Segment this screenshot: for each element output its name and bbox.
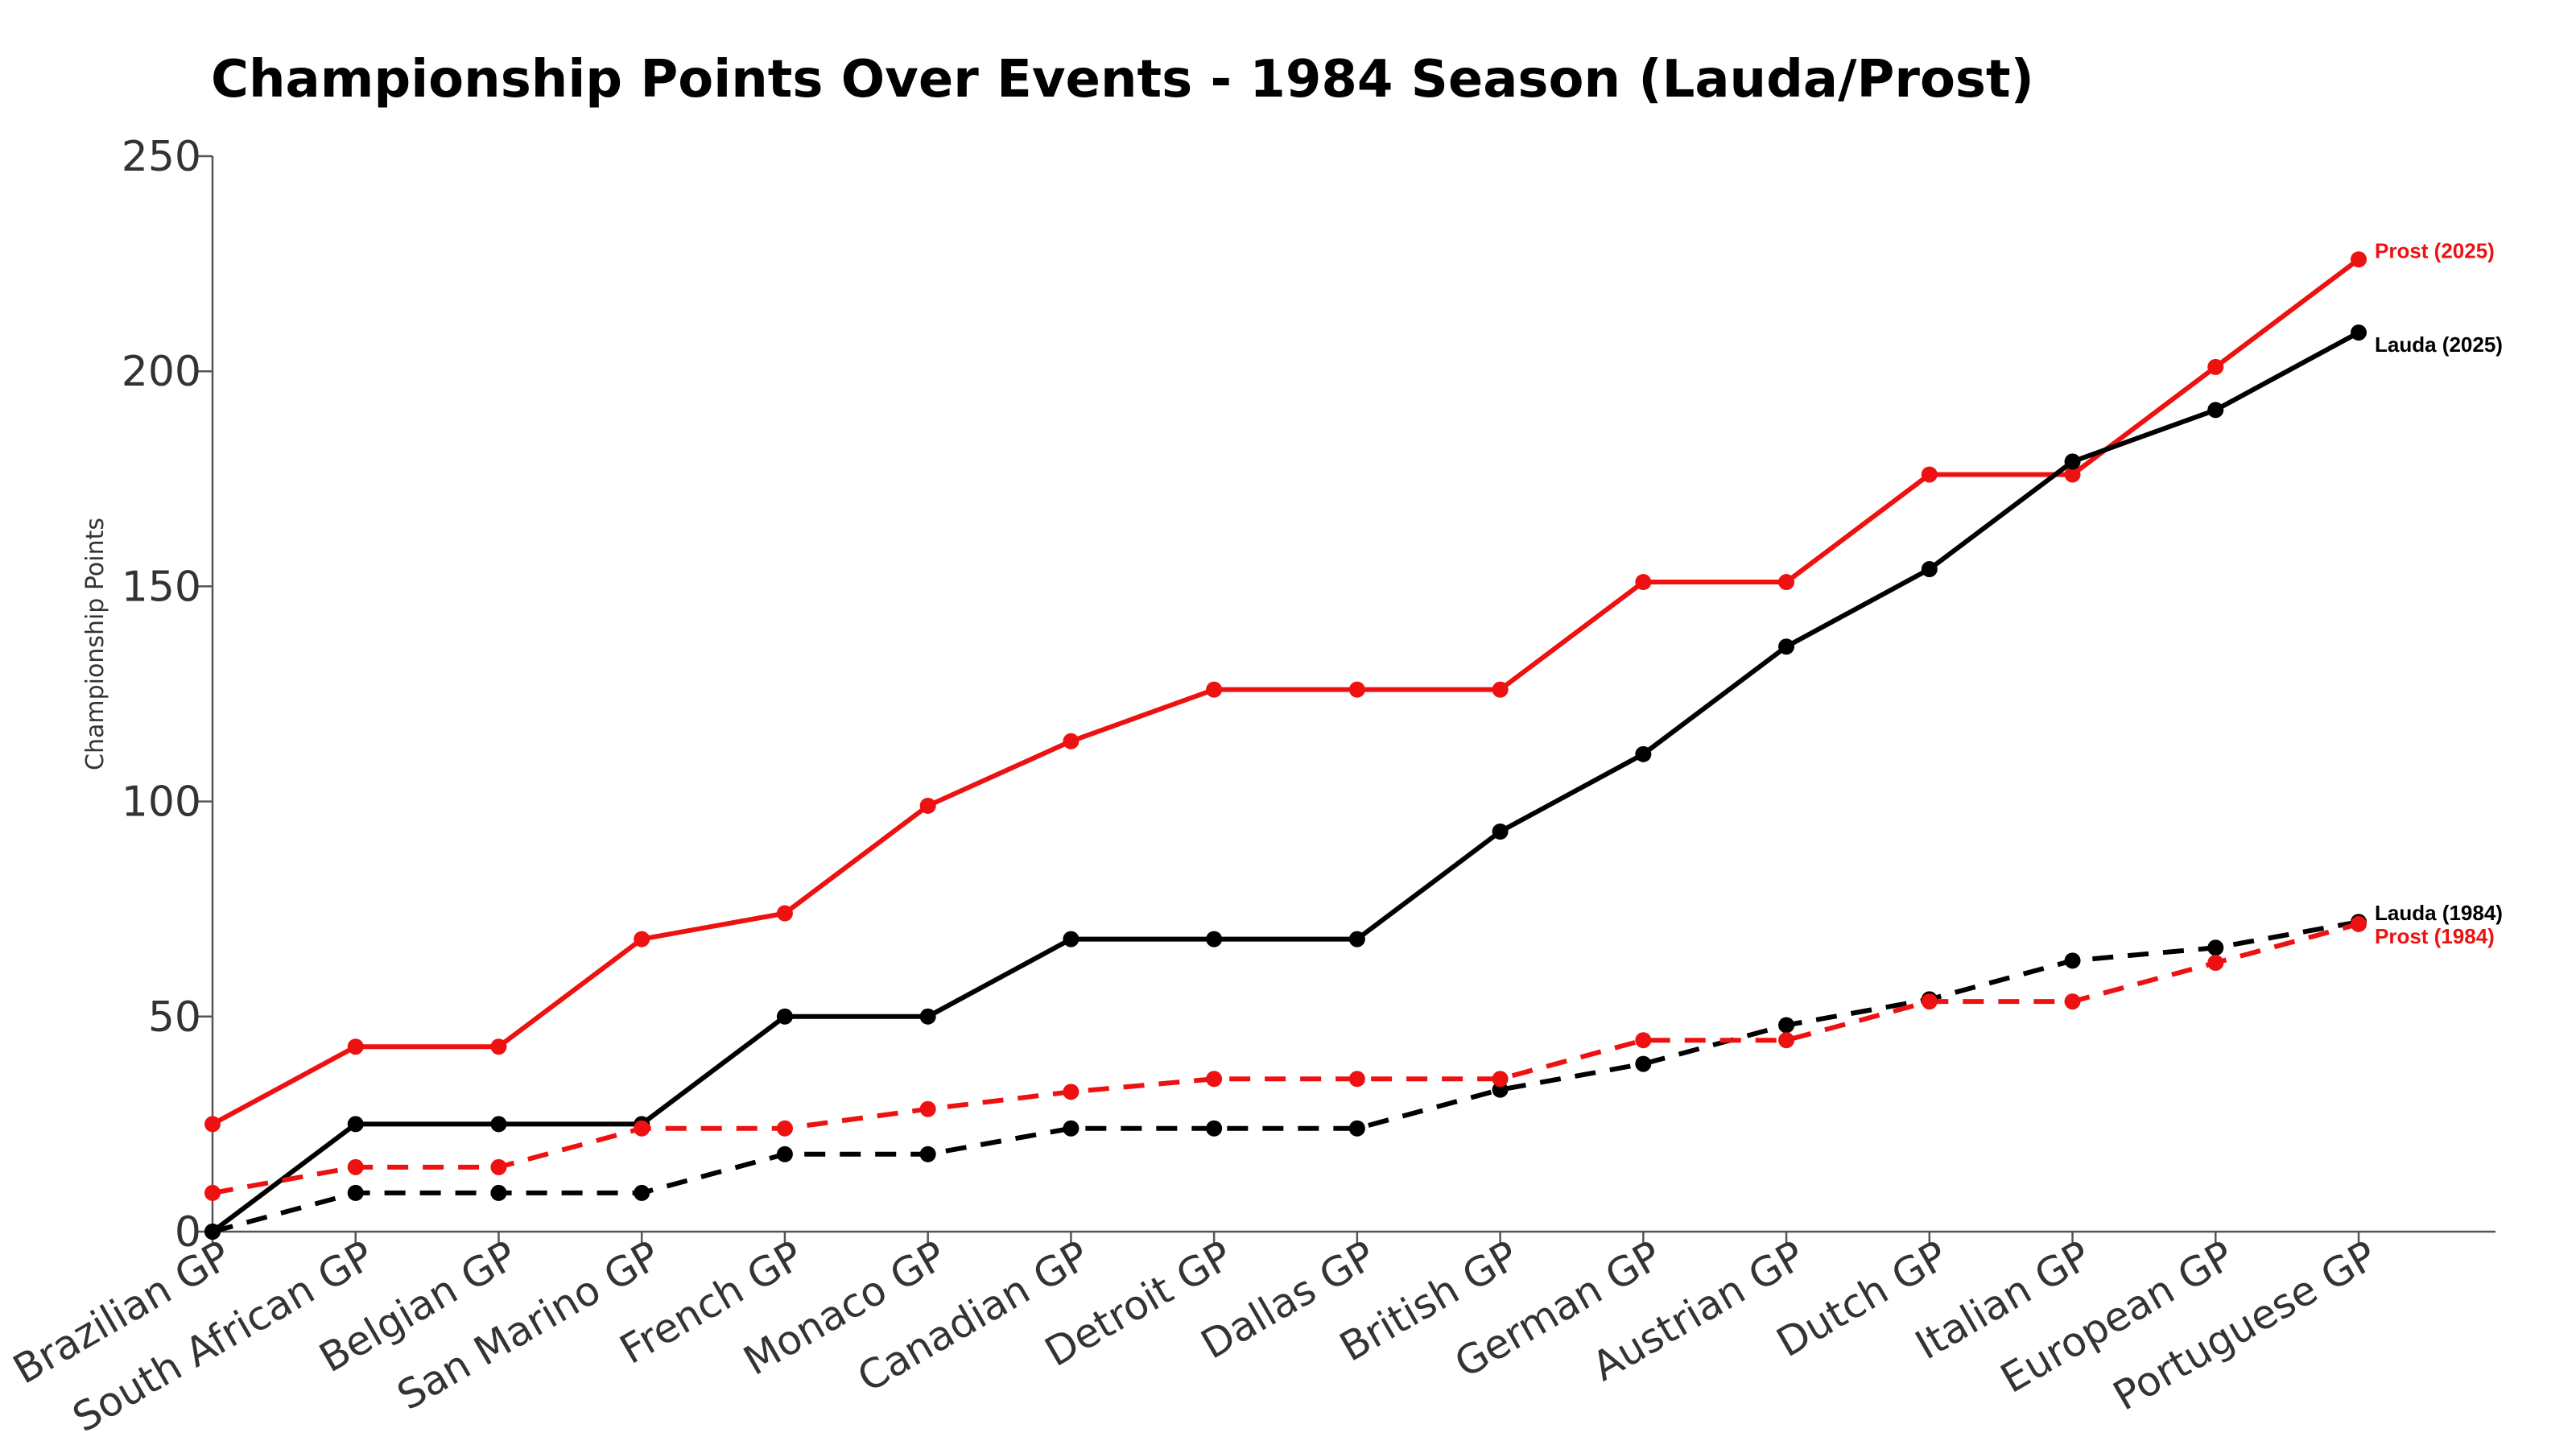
data-point	[776, 1008, 793, 1025]
y-tick-label: 100	[122, 778, 201, 827]
data-point	[776, 905, 793, 922]
y-tick-label: 0	[175, 1208, 201, 1257]
data-point	[490, 1184, 507, 1201]
data-point	[2064, 466, 2081, 483]
data-point	[1492, 824, 1509, 840]
data-point	[490, 1038, 507, 1055]
data-point	[1635, 574, 1652, 591]
data-point	[1206, 931, 1223, 947]
series-line	[212, 922, 2359, 1195]
data-point	[347, 1158, 364, 1175]
series-prost-2025	[204, 251, 2367, 1133]
data-point	[204, 1184, 221, 1201]
data-point	[490, 1116, 507, 1133]
series-line	[212, 919, 2359, 1234]
series-prost-1984	[204, 915, 2367, 1201]
data-point	[919, 1008, 936, 1025]
data-point	[1921, 993, 1938, 1010]
data-point	[1635, 745, 1652, 762]
series-layer	[204, 251, 2367, 1240]
data-point	[1206, 1071, 1223, 1088]
data-point	[1206, 681, 1223, 698]
data-point	[1921, 466, 1938, 483]
data-point	[2207, 939, 2224, 956]
y-tick-label: 150	[122, 563, 201, 611]
data-point	[490, 1158, 507, 1175]
data-point	[919, 1146, 936, 1162]
data-point	[1492, 681, 1509, 698]
data-point	[1778, 1032, 1795, 1049]
y-ticks: 0 50 100 150 200 250	[122, 133, 213, 1257]
y-tick-label: 50	[148, 993, 201, 1042]
data-point	[1063, 931, 1080, 947]
series-end-labels: Prost (2025) Lauda (2025) Lauda (1984)Pros…	[2375, 238, 2503, 948]
data-point	[1063, 1084, 1080, 1100]
data-point	[1348, 681, 1365, 698]
data-point	[1348, 1071, 1365, 1088]
data-point	[776, 1120, 793, 1137]
data-point	[204, 1116, 221, 1133]
y-axis-label: Championship Points	[81, 518, 109, 770]
series-end-label: Prost (1984)	[2375, 924, 2495, 948]
data-point	[1063, 733, 1080, 749]
data-point	[1348, 1120, 1365, 1137]
data-point	[2351, 324, 2367, 341]
data-point	[634, 931, 650, 947]
data-point	[1635, 1032, 1652, 1049]
data-point	[1492, 1071, 1509, 1088]
data-point	[1635, 1055, 1652, 1072]
data-point	[2207, 955, 2224, 971]
data-point	[1778, 638, 1795, 655]
data-point	[347, 1038, 364, 1055]
data-point	[776, 1146, 793, 1162]
series-line	[211, 257, 2360, 1127]
y-tick-label: 250	[122, 133, 201, 181]
y-tick-label: 200	[122, 348, 201, 396]
data-point	[2207, 402, 2224, 419]
data-point	[2351, 251, 2367, 268]
series-lauda-2025	[204, 324, 2367, 1240]
data-point	[1348, 931, 1365, 947]
series-end-label: Lauda (1984)	[2375, 901, 2503, 925]
data-point	[347, 1184, 364, 1201]
data-point	[2064, 993, 2081, 1010]
series-end-label: Prost (2025)	[2375, 238, 2495, 262]
axes	[211, 156, 2496, 1233]
data-point	[634, 1120, 650, 1137]
data-point	[2064, 952, 2081, 969]
series-line	[211, 330, 2360, 1234]
data-point	[2207, 358, 2224, 375]
data-point	[1778, 1017, 1795, 1034]
data-point	[1206, 1120, 1223, 1137]
data-point	[2064, 453, 2081, 470]
data-point	[1921, 561, 1938, 578]
data-point	[634, 1184, 650, 1201]
chart-title: Championship Points Over Events - 1984 S…	[211, 50, 2034, 109]
data-point	[1778, 574, 1795, 591]
data-point	[919, 797, 936, 814]
data-point	[204, 1224, 221, 1240]
data-point	[1063, 1120, 1080, 1137]
data-point	[347, 1116, 364, 1133]
series-end-label: Lauda (2025)	[2375, 332, 2503, 357]
data-point	[2351, 915, 2367, 932]
data-point	[919, 1100, 936, 1117]
